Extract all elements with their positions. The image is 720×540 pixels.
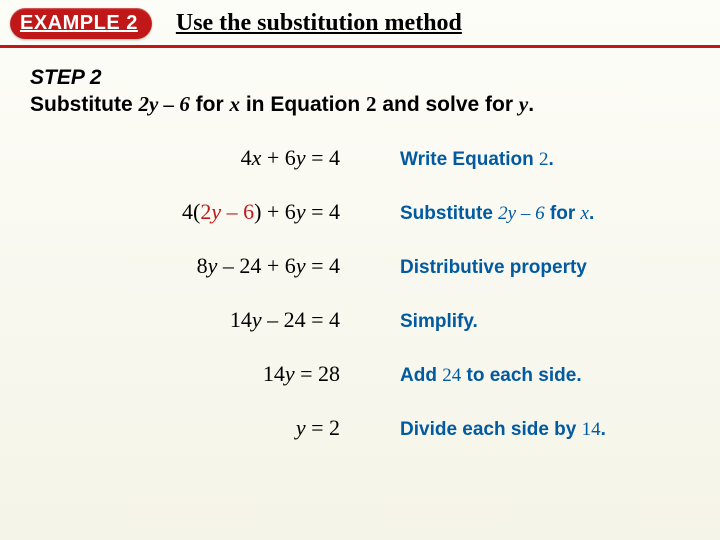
equation: 4x + 6y = 4 (30, 145, 400, 171)
t: = 2 (306, 415, 340, 440)
equation: 14y = 28 (30, 361, 400, 387)
var: x (252, 145, 262, 170)
t: Add (400, 365, 442, 386)
t: 14 (263, 361, 285, 386)
var-x: x (230, 92, 241, 116)
reason: Simplify. (400, 311, 690, 333)
t: Substitute (400, 203, 498, 224)
t: = 4 (311, 307, 340, 332)
t: – 24 (262, 307, 312, 332)
work-row: 8y – 24 + 6y = 4 Distributive property (30, 253, 690, 279)
eqnum: 2 (366, 92, 377, 116)
work-row: y = 2 Divide each side by 14. (30, 415, 690, 441)
var: y (296, 253, 306, 278)
work-row: 14y – 24 = 4 Simplify. (30, 307, 690, 333)
reason: Write Equation 2. (400, 149, 690, 171)
var: y (296, 415, 306, 440)
t: . (589, 203, 594, 224)
example-badge: EXAMPLE 2 (10, 8, 152, 39)
reason: Distributive property (400, 257, 690, 279)
var: y (211, 199, 221, 224)
expr: 2y – 6 (498, 203, 544, 224)
var: y (296, 199, 306, 224)
reason: Add 24 to each side. (400, 365, 690, 387)
reason: Divide each side by 14. (400, 419, 690, 441)
t: . (548, 149, 553, 170)
t: 4 (241, 145, 252, 170)
work-row: 4(2y – 6) + 6y = 4 Substitute 2y – 6 for… (30, 199, 690, 225)
t: 8 (197, 253, 208, 278)
var-y: y (519, 92, 528, 116)
t: Substitute (30, 93, 139, 116)
t: . (528, 93, 534, 116)
t: . (601, 419, 606, 440)
t: Divide each side by (400, 419, 582, 440)
t: Write Equation (400, 149, 539, 170)
header-title: Use the substitution method (176, 10, 462, 37)
step-instruction: Substitute 2y – 6 for x in Equation 2 an… (30, 92, 690, 117)
t: ) + 6 (254, 199, 296, 224)
t: in Equation (240, 93, 366, 116)
var: y (252, 307, 262, 332)
header: EXAMPLE 2 Use the substitution method (0, 0, 720, 48)
substituted: 2y – 6 (200, 199, 254, 224)
t: + 6 (261, 145, 295, 170)
work-row: 4x + 6y = 4 Write Equation 2. (30, 145, 690, 171)
content: STEP 2 Substitute 2y – 6 for x in Equati… (0, 48, 720, 441)
step-label: STEP 2 (30, 66, 690, 90)
t: for (545, 203, 581, 224)
t: Simplify. (400, 311, 478, 332)
step-label-text: STEP 2 (30, 66, 102, 89)
var: y (208, 253, 218, 278)
t: for (190, 93, 230, 116)
reason: Substitute 2y – 6 for x. (400, 203, 690, 225)
n: 24 (442, 365, 461, 386)
t: – 6 (221, 199, 254, 224)
t: 4( (182, 199, 200, 224)
t: Distributive property (400, 257, 587, 278)
t: = 28 (295, 361, 340, 386)
t: = 4 (306, 145, 340, 170)
var: y (296, 145, 306, 170)
t: = 4 (306, 253, 340, 278)
t: to each side. (461, 365, 581, 386)
equation: 8y – 24 + 6y = 4 (30, 253, 400, 279)
t: – 24 + 6 (217, 253, 295, 278)
var: y (285, 361, 295, 386)
equation: 4(2y – 6) + 6y = 4 (30, 199, 400, 225)
t: and solve for (377, 93, 519, 116)
expr: 2y – 6 (139, 92, 190, 116)
t: 14 (230, 307, 252, 332)
work-row: 14y = 28 Add 24 to each side. (30, 361, 690, 387)
t: 2 (200, 199, 211, 224)
equation: 14y – 24 = 4 (30, 307, 400, 333)
var: x (581, 203, 589, 224)
n: 14 (582, 419, 601, 440)
t: = 4 (306, 199, 340, 224)
equation: y = 2 (30, 415, 400, 441)
